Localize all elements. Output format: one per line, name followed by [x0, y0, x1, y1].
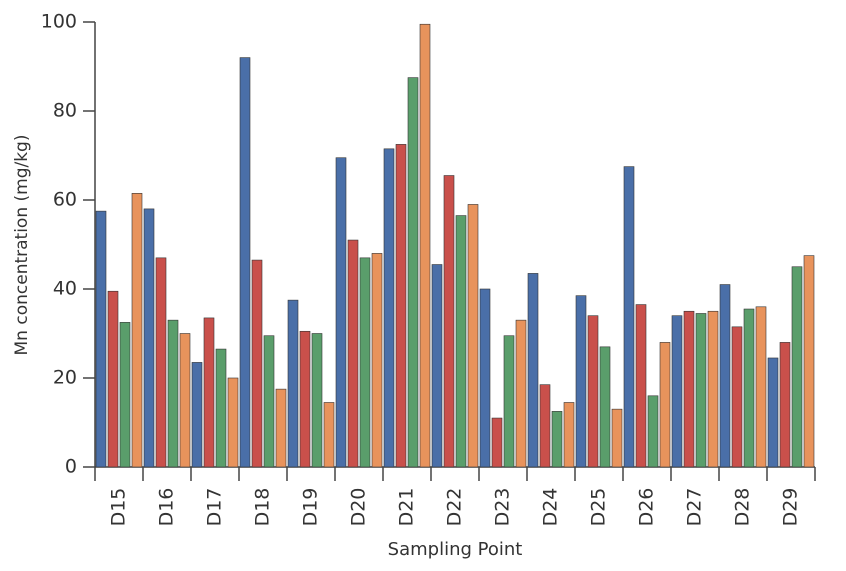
x-tick-label: D27 — [684, 488, 706, 527]
bar — [371, 253, 383, 468]
x-tick-label: D17 — [204, 488, 226, 527]
x-tick-label: D16 — [156, 488, 178, 527]
y-tick-label: 20 — [53, 367, 77, 389]
bar — [431, 264, 443, 468]
bar — [167, 319, 179, 468]
x-tick-label: D25 — [588, 488, 610, 527]
bar — [227, 377, 239, 468]
bar — [563, 402, 575, 468]
bar — [779, 342, 791, 468]
bar — [239, 57, 251, 468]
bar — [335, 157, 347, 468]
bar — [491, 417, 503, 468]
bar — [479, 288, 491, 468]
bar — [539, 384, 551, 468]
bar — [791, 266, 803, 468]
bar — [623, 166, 635, 468]
bar — [683, 310, 695, 468]
x-tick-label: D23 — [492, 488, 514, 527]
bar — [647, 395, 659, 468]
bar — [803, 255, 815, 468]
bar — [215, 348, 227, 468]
bar — [131, 193, 143, 468]
bar — [251, 259, 263, 468]
y-axis-title: Mn concentration (mg/kg) — [12, 135, 32, 356]
bar — [383, 148, 395, 468]
x-tick-label: D26 — [636, 488, 658, 527]
bar — [575, 295, 587, 468]
x-tick-label: D29 — [780, 488, 802, 527]
bar — [515, 319, 527, 468]
bar — [299, 330, 311, 468]
bar — [671, 315, 683, 468]
bar — [467, 204, 479, 468]
y-tick-label: 60 — [53, 189, 77, 211]
bar — [359, 257, 371, 468]
bar — [635, 304, 647, 468]
bar — [551, 411, 563, 468]
bar — [695, 313, 707, 468]
bar — [755, 306, 767, 468]
bar — [395, 144, 407, 468]
bar — [767, 357, 779, 468]
bar — [743, 308, 755, 468]
x-tick-label: D20 — [348, 488, 370, 527]
bar — [455, 215, 467, 468]
bar — [659, 342, 671, 468]
bar — [311, 333, 323, 468]
bar — [143, 208, 155, 468]
y-tick-label: 0 — [65, 456, 77, 478]
x-tick-label: D19 — [300, 488, 322, 527]
bar — [347, 239, 359, 468]
x-tick-label: D28 — [732, 488, 754, 527]
bar — [107, 290, 119, 468]
bar — [707, 310, 719, 468]
bar — [191, 362, 203, 468]
bar — [155, 257, 167, 468]
y-tick-label: 80 — [53, 100, 77, 122]
bar — [119, 322, 131, 468]
bar — [719, 284, 731, 468]
x-tick-label: D22 — [444, 488, 466, 527]
bar — [407, 77, 419, 468]
x-tick-label: D21 — [396, 488, 418, 527]
x-tick-label: D24 — [540, 488, 562, 527]
bar — [611, 408, 623, 468]
bar — [95, 210, 107, 468]
x-tick-label: D18 — [252, 488, 274, 527]
bar — [287, 299, 299, 468]
bar — [275, 388, 287, 468]
y-tick-label: 100 — [41, 11, 77, 33]
bar — [323, 402, 335, 468]
bar — [599, 346, 611, 468]
bar — [419, 23, 431, 468]
bar — [503, 335, 515, 468]
bar — [587, 315, 599, 468]
x-tick-label: D15 — [108, 488, 130, 527]
bar — [443, 175, 455, 468]
x-axis-title: Sampling Point — [388, 539, 523, 560]
y-tick-label: 40 — [53, 278, 77, 300]
bar — [263, 335, 275, 468]
bar — [203, 317, 215, 468]
bar — [527, 273, 539, 468]
bar — [179, 333, 191, 468]
bar — [731, 326, 743, 468]
